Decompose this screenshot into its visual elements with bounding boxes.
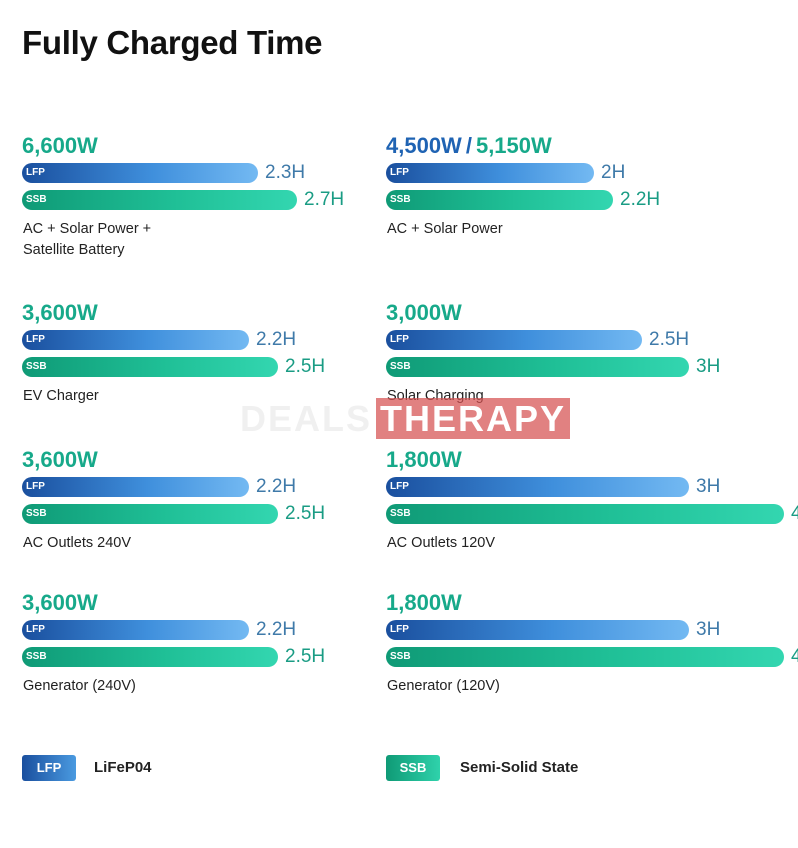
chart-panel: 4,500W/5,150W LFP 2H SSB 2.2H AC + Solar Powe… (386, 133, 776, 273)
panel-source-label: AC + Solar Power (387, 219, 647, 240)
source-line: Generator (120V) (387, 678, 500, 694)
lfp-bar-tag: LFP (390, 481, 409, 492)
lfp-hours-label: 2.5H (649, 329, 690, 350)
panel-source-label: AC + Solar Power + Satellite Battery (23, 219, 283, 261)
panel-wattage: 4,500W/5,150W (386, 133, 552, 159)
lfp-hours-label: 3H (696, 619, 721, 640)
chart-panel: 1,800W LFP 3H SSB 4H Generator (120V) (386, 590, 798, 730)
lfp-bar-tag: LFP (26, 334, 45, 345)
ssb-bar: SSB (386, 647, 784, 667)
ssb-hours-label: 3H (696, 356, 721, 377)
ssb-bar-tag: SSB (390, 651, 411, 662)
lfp-hours-label: 2.2H (256, 476, 297, 497)
lfp-hours-label: 2.3H (265, 162, 306, 183)
chart-panel: 3,600W LFP 2.2H SSB 2.5H EV Charger (22, 300, 412, 440)
lfp-bar-tag: LFP (390, 334, 409, 345)
ssb-bar-tag: SSB (390, 361, 411, 372)
legend-lfp-label: LiFeP04 (94, 759, 152, 776)
wattage-value: 3,600W (22, 447, 98, 472)
source-line: EV Charger (23, 388, 99, 404)
legend-ssb-label: Semi-Solid State (460, 759, 579, 776)
wattage-value: 1,800W (386, 447, 462, 472)
wattage-value: 5,150W (475, 133, 552, 158)
wattage-value: 3,600W (22, 590, 98, 615)
legend-lfp-chip: LFP (22, 755, 76, 781)
chart-panel: 6,600W LFP 2.3H SSB 2.7H AC + Solar Power + Sa… (22, 133, 412, 273)
lfp-hours-label: 3H (696, 476, 721, 497)
lfp-bar-tag: LFP (390, 167, 409, 178)
lfp-bar-tag: LFP (26, 167, 45, 178)
lfp-bar: LFP (386, 163, 594, 183)
source-line: AC + Solar Power + (23, 221, 152, 237)
lfp-bar: LFP (22, 477, 249, 497)
legend-ssb-chip: SSB (386, 755, 440, 781)
watermark-deals: DEALS (240, 398, 373, 439)
panel-wattage: 1,800W (386, 447, 462, 473)
panel-wattage: 3,600W (22, 590, 98, 616)
source-line: Generator (240V) (23, 678, 136, 694)
source-line: AC + Solar Power (387, 221, 503, 237)
ssb-hours-label: 2.5H (285, 503, 326, 524)
wattage-value: 3,600W (22, 300, 98, 325)
lfp-bar-tag: LFP (390, 624, 409, 635)
wattage-value: 1,800W (386, 590, 462, 615)
source-line: AC Outlets 120V (387, 535, 495, 551)
wattage-value: 4,500W (386, 133, 462, 158)
chart-panel: 3,000W LFP 2.5H SSB 3H Solar Charging (386, 300, 776, 440)
panel-source-label: EV Charger (23, 386, 283, 407)
panel-source-label: Generator (120V) (387, 676, 647, 697)
watermark: DEALS THERAPY (240, 398, 571, 440)
ssb-bar: SSB (386, 504, 784, 524)
panel-source-label: Generator (240V) (23, 676, 283, 697)
ssb-bar: SSB (22, 357, 278, 377)
ssb-hours-label: 4H (791, 503, 798, 524)
lfp-bar: LFP (22, 163, 258, 183)
panel-wattage: 3,000W (386, 300, 462, 326)
chart-title: Fully Charged Time (22, 24, 323, 61)
ssb-hours-label: 2.5H (285, 356, 326, 377)
chart-panel: 3,600W LFP 2.2H SSB 2.5H AC Outlets 240V (22, 447, 412, 587)
ssb-hours-label: 2.2H (620, 189, 661, 210)
ssb-bar-tag: SSB (390, 194, 411, 205)
ssb-bar: SSB (386, 357, 689, 377)
ssb-bar-tag: SSB (26, 194, 47, 205)
ssb-bar-tag: SSB (390, 508, 411, 519)
lfp-bar: LFP (22, 330, 249, 350)
lfp-bar: LFP (386, 620, 689, 640)
lfp-bar-tag: LFP (26, 624, 45, 635)
chart-panel: 3,600W LFP 2.2H SSB 2.5H Generator (240V) (22, 590, 412, 730)
ssb-bar: SSB (22, 647, 278, 667)
wattage-value: 6,600W (22, 133, 98, 158)
wattage-value: 3,000W (386, 300, 462, 325)
ssb-bar-tag: SSB (26, 651, 47, 662)
lfp-bar: LFP (386, 330, 642, 350)
panel-wattage: 1,800W (386, 590, 462, 616)
panel-wattage: 6,600W (22, 133, 98, 159)
panel-source-label: AC Outlets 240V (23, 533, 283, 554)
lfp-hours-label: 2.2H (256, 329, 297, 350)
ssb-bar-tag: SSB (26, 508, 47, 519)
lfp-bar-tag: LFP (26, 481, 45, 492)
lfp-hours-label: 2.2H (256, 619, 297, 640)
ssb-hours-label: 2.5H (285, 646, 326, 667)
source-line: Satellite Battery (23, 242, 125, 258)
lfp-bar: LFP (22, 620, 249, 640)
panel-wattage: 3,600W (22, 447, 98, 473)
ssb-bar-tag: SSB (26, 361, 47, 372)
source-line: AC Outlets 240V (23, 535, 131, 551)
lfp-bar: LFP (386, 477, 689, 497)
panel-wattage: 3,600W (22, 300, 98, 326)
panel-source-label: AC Outlets 120V (387, 533, 647, 554)
watermark-therapy: THERAPY (376, 398, 571, 439)
ssb-hours-label: 2.7H (304, 189, 345, 210)
ssb-bar: SSB (22, 504, 278, 524)
lfp-hours-label: 2H (601, 162, 626, 183)
chart-panel: 1,800W LFP 3H SSB 4H AC Outlets 120V (386, 447, 798, 587)
wattage-separator: / (465, 133, 472, 158)
ssb-hours-label: 4H (791, 646, 798, 667)
ssb-bar: SSB (386, 190, 613, 210)
ssb-bar: SSB (22, 190, 297, 210)
